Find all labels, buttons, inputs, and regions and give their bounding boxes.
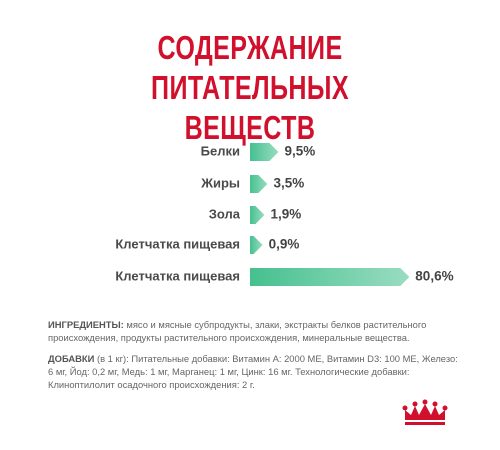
value-label: 1,9% xyxy=(270,207,301,222)
category-label: Клетчатка пищевая xyxy=(115,236,240,251)
value-label: 3,5% xyxy=(273,176,304,191)
additives-label: ДОБАВКИ xyxy=(48,353,95,364)
category-label: Белки xyxy=(201,143,240,158)
logo xyxy=(402,399,448,425)
value-label: 9,5% xyxy=(284,144,315,159)
bar xyxy=(250,268,410,286)
bar xyxy=(250,206,265,224)
ingredients-label: ИНГРЕДИЕНТЫ: xyxy=(48,319,124,330)
additives-text: (в 1 кг): Питательные добавки: Витамин A… xyxy=(48,353,458,390)
bar xyxy=(250,143,279,161)
category-label: Клетчатка пищевая xyxy=(115,268,240,283)
bar xyxy=(250,236,263,254)
ingredients: ИНГРЕДИЕНТЫ: мясо и мясные субпродукты, … xyxy=(48,318,458,344)
category-label: Жиры xyxy=(200,175,240,190)
ingredients-text: мясо и мясные субпродукты, злаки, экстра… xyxy=(48,319,427,343)
chart-title: СОДЕРЖАНИЕ ПИТАТЕЛЬНЫХ ВЕЩЕСТВ xyxy=(151,29,349,146)
category-label: Зола xyxy=(209,206,241,221)
bar xyxy=(250,175,268,193)
value-label: 80,6% xyxy=(415,269,453,284)
additives: ДОБАВКИ (в 1 кг): Питательные добавки: В… xyxy=(48,352,458,391)
value-label: 0,9% xyxy=(269,237,300,252)
